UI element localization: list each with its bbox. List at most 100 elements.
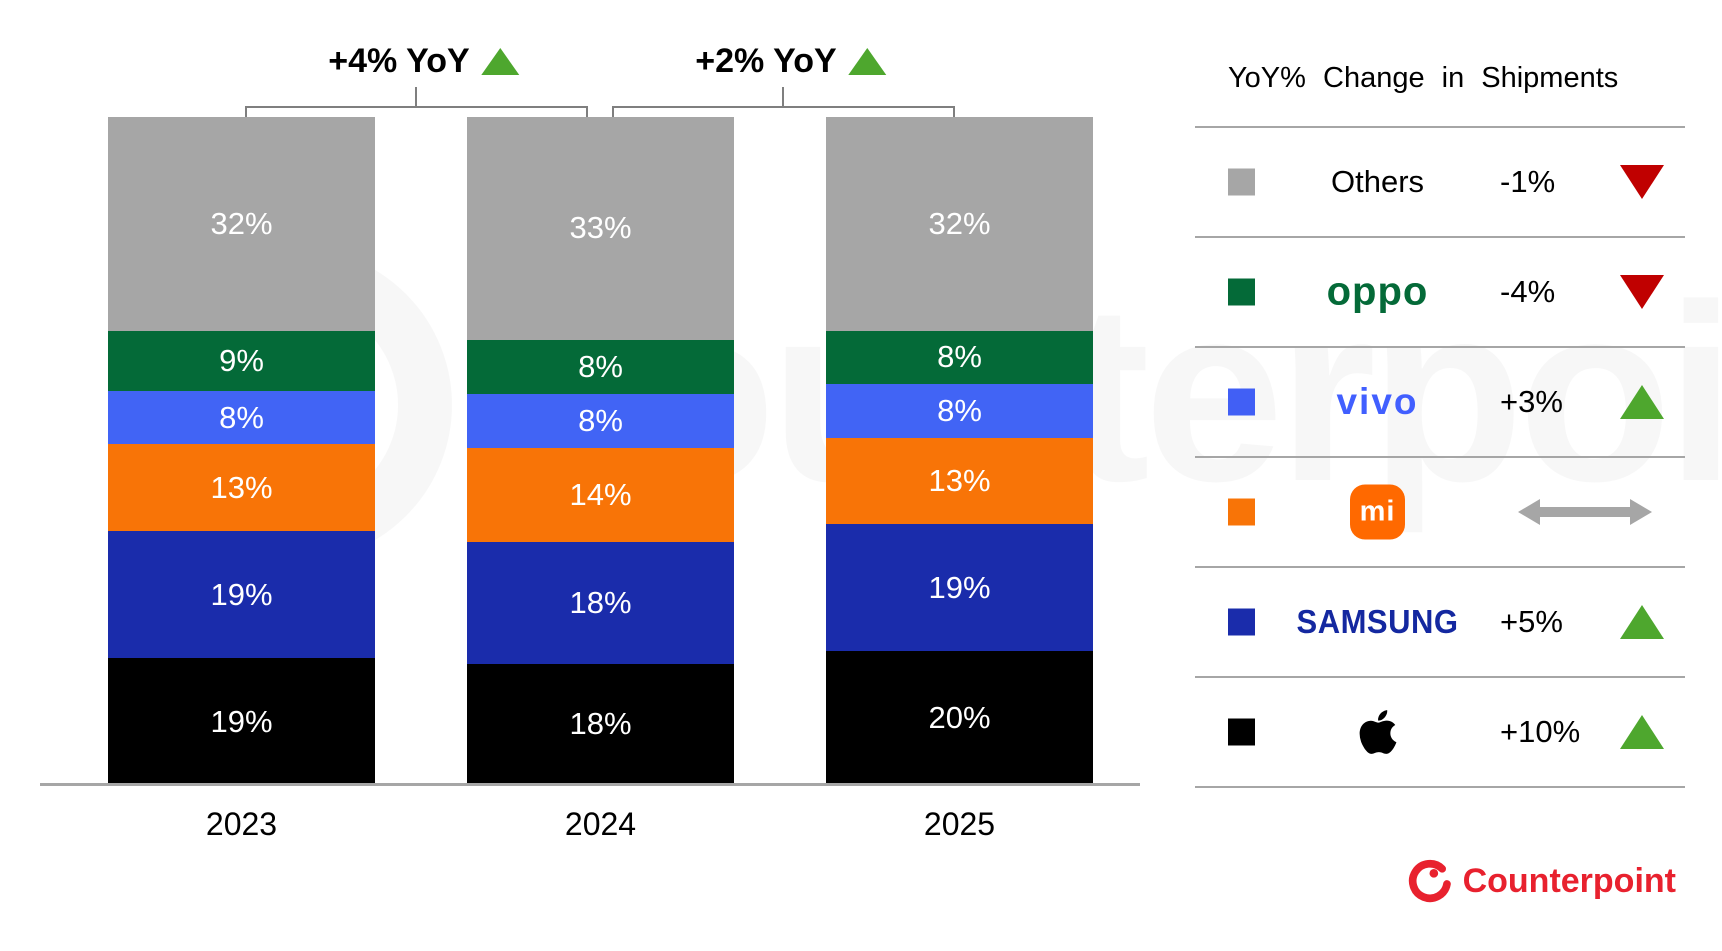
legend-row-others: Others -1% bbox=[1195, 128, 1685, 238]
legend-direction-indicator bbox=[1616, 385, 1668, 419]
yoy-annotation-label: +4% YoY bbox=[328, 42, 470, 80]
legend-brand: oppo bbox=[1280, 270, 1475, 315]
segment-value-label: 9% bbox=[219, 342, 264, 378]
legend-swatch bbox=[1228, 498, 1255, 526]
segment-vivo-2023: 8% bbox=[108, 390, 375, 445]
yoy-annotation-label: +2% YoY bbox=[695, 42, 837, 80]
x-axis-line bbox=[40, 783, 1140, 786]
segment-others-2024: 33% bbox=[467, 117, 734, 340]
segment-value-label: 32% bbox=[928, 205, 991, 241]
legend-swatch bbox=[1228, 168, 1255, 196]
x-axis-label-2024: 2024 bbox=[564, 806, 637, 842]
segment-xiaomi-2023: 13% bbox=[108, 444, 375, 532]
segment-value-label: 13% bbox=[210, 469, 273, 505]
segment-apple-2025: 20% bbox=[826, 651, 1093, 785]
samsung-logo: SAMSUNG bbox=[1296, 602, 1459, 641]
segment-samsung-2023: 19% bbox=[108, 531, 375, 659]
bracket-2023-2024-line bbox=[245, 106, 588, 108]
bar-2025: 32% 8% 8% 13% 19% 20% bbox=[826, 117, 1093, 785]
legend-change-value: +5% bbox=[1500, 604, 1563, 639]
segment-oppo-2023: 9% bbox=[108, 330, 375, 391]
segment-value-label: 8% bbox=[937, 339, 982, 375]
apple-logo-icon bbox=[1359, 710, 1396, 754]
vivo-logo: vivo bbox=[1336, 381, 1419, 422]
segment-value-label: 18% bbox=[569, 706, 632, 742]
segment-value-label: 18% bbox=[569, 584, 632, 620]
bracket-2023-2024-right-tick bbox=[586, 106, 588, 119]
legend-swatch bbox=[1228, 608, 1255, 636]
segment-value-label: 19% bbox=[210, 703, 273, 739]
legend-direction-indicator bbox=[1616, 605, 1668, 639]
segment-value-label: 19% bbox=[210, 576, 273, 612]
up-triangle-icon bbox=[848, 48, 887, 75]
down-triangle-icon bbox=[1620, 275, 1664, 309]
bracket-2023-2024-left-tick bbox=[245, 106, 247, 119]
legend-panel: YoY% Change in Shipments Others -1% oppo -4… bbox=[1195, 40, 1685, 788]
yoy-annotation-2024: +4% YoY bbox=[328, 42, 520, 81]
segment-value-label: 8% bbox=[937, 392, 982, 428]
segment-vivo-2025: 8% bbox=[826, 384, 1093, 438]
segment-oppo-2025: 8% bbox=[826, 330, 1093, 385]
segment-xiaomi-2025: 13% bbox=[826, 437, 1093, 525]
segment-value-label: 8% bbox=[578, 348, 623, 384]
x-axis-label-2025: 2025 bbox=[923, 806, 996, 842]
bracket-2024-2025-line bbox=[612, 106, 955, 108]
oppo-logo: oppo bbox=[1326, 269, 1429, 314]
segment-value-label: 13% bbox=[928, 463, 991, 499]
legend-brand: SAMSUNG bbox=[1280, 602, 1475, 641]
bar-2024: 33% 8% 8% 14% 18% 18% bbox=[467, 117, 734, 786]
legend-direction-indicator bbox=[1515, 494, 1655, 530]
bracket-2023-2024-stem bbox=[415, 87, 417, 106]
xiaomi-logo-icon: mi bbox=[1350, 484, 1405, 540]
legend-brand-label: Others bbox=[1330, 164, 1425, 199]
segment-apple-2023: 19% bbox=[108, 658, 375, 786]
segment-xiaomi-2024: 14% bbox=[467, 447, 734, 543]
bracket-2024-2025-stem bbox=[782, 87, 784, 106]
segment-value-label: 8% bbox=[219, 399, 264, 435]
segment-apple-2024: 18% bbox=[467, 663, 734, 786]
segment-others-2023: 32% bbox=[108, 117, 375, 331]
up-triangle-icon bbox=[481, 48, 520, 75]
segment-value-label: 8% bbox=[578, 402, 623, 438]
segment-oppo-2024: 8% bbox=[467, 339, 734, 394]
segment-value-label: 14% bbox=[569, 476, 632, 512]
counterpoint-logo: Counterpoint bbox=[1407, 858, 1676, 904]
segment-others-2025: 32% bbox=[826, 117, 1093, 331]
legend-direction-indicator bbox=[1616, 275, 1668, 309]
legend-brand: mi bbox=[1280, 484, 1475, 540]
legend-change-value: -1% bbox=[1500, 164, 1556, 199]
segment-value-label: 32% bbox=[210, 205, 273, 241]
legend-swatch bbox=[1228, 278, 1255, 306]
segment-vivo-2024: 8% bbox=[467, 393, 734, 448]
up-triangle-icon bbox=[1620, 605, 1664, 639]
legend-change-value: -4% bbox=[1500, 274, 1556, 309]
legend-row-apple: +10% bbox=[1195, 678, 1685, 788]
bracket-2024-2025-left-tick bbox=[612, 106, 614, 119]
bar-2023: 32% 9% 8% 13% 19% 19% bbox=[108, 117, 375, 786]
legend-title: YoY% Change in Shipments bbox=[1195, 40, 1685, 128]
flat-arrow-icon bbox=[1518, 499, 1652, 525]
legend-rows: Others -1% oppo -4% vivo +3% mi SAMSUNG +5% +10% bbox=[1195, 128, 1685, 788]
segment-value-label: 19% bbox=[928, 569, 991, 605]
legend-swatch bbox=[1228, 388, 1255, 416]
segment-samsung-2025: 19% bbox=[826, 524, 1093, 652]
legend-row-samsung: SAMSUNG +5% bbox=[1195, 568, 1685, 678]
legend-direction-indicator bbox=[1616, 165, 1668, 199]
segment-value-label: 20% bbox=[928, 700, 991, 736]
legend-brand bbox=[1280, 707, 1475, 757]
legend-brand: vivo bbox=[1280, 381, 1475, 423]
yoy-annotation-2025: +2% YoY bbox=[695, 42, 887, 81]
legend-row-mi: mi bbox=[1195, 458, 1685, 568]
up-triangle-icon bbox=[1620, 715, 1664, 749]
legend-row-oppo: oppo -4% bbox=[1195, 238, 1685, 348]
legend-change-value: +3% bbox=[1500, 384, 1563, 419]
legend-row-vivo: vivo +3% bbox=[1195, 348, 1685, 458]
x-axis-label-2023: 2023 bbox=[205, 806, 278, 842]
down-triangle-icon bbox=[1620, 165, 1664, 199]
legend-change-value: +10% bbox=[1500, 714, 1581, 749]
legend-direction-indicator bbox=[1616, 715, 1668, 749]
up-triangle-icon bbox=[1620, 385, 1664, 419]
segment-value-label: 33% bbox=[569, 210, 632, 246]
bracket-2024-2025-right-tick bbox=[953, 106, 955, 119]
